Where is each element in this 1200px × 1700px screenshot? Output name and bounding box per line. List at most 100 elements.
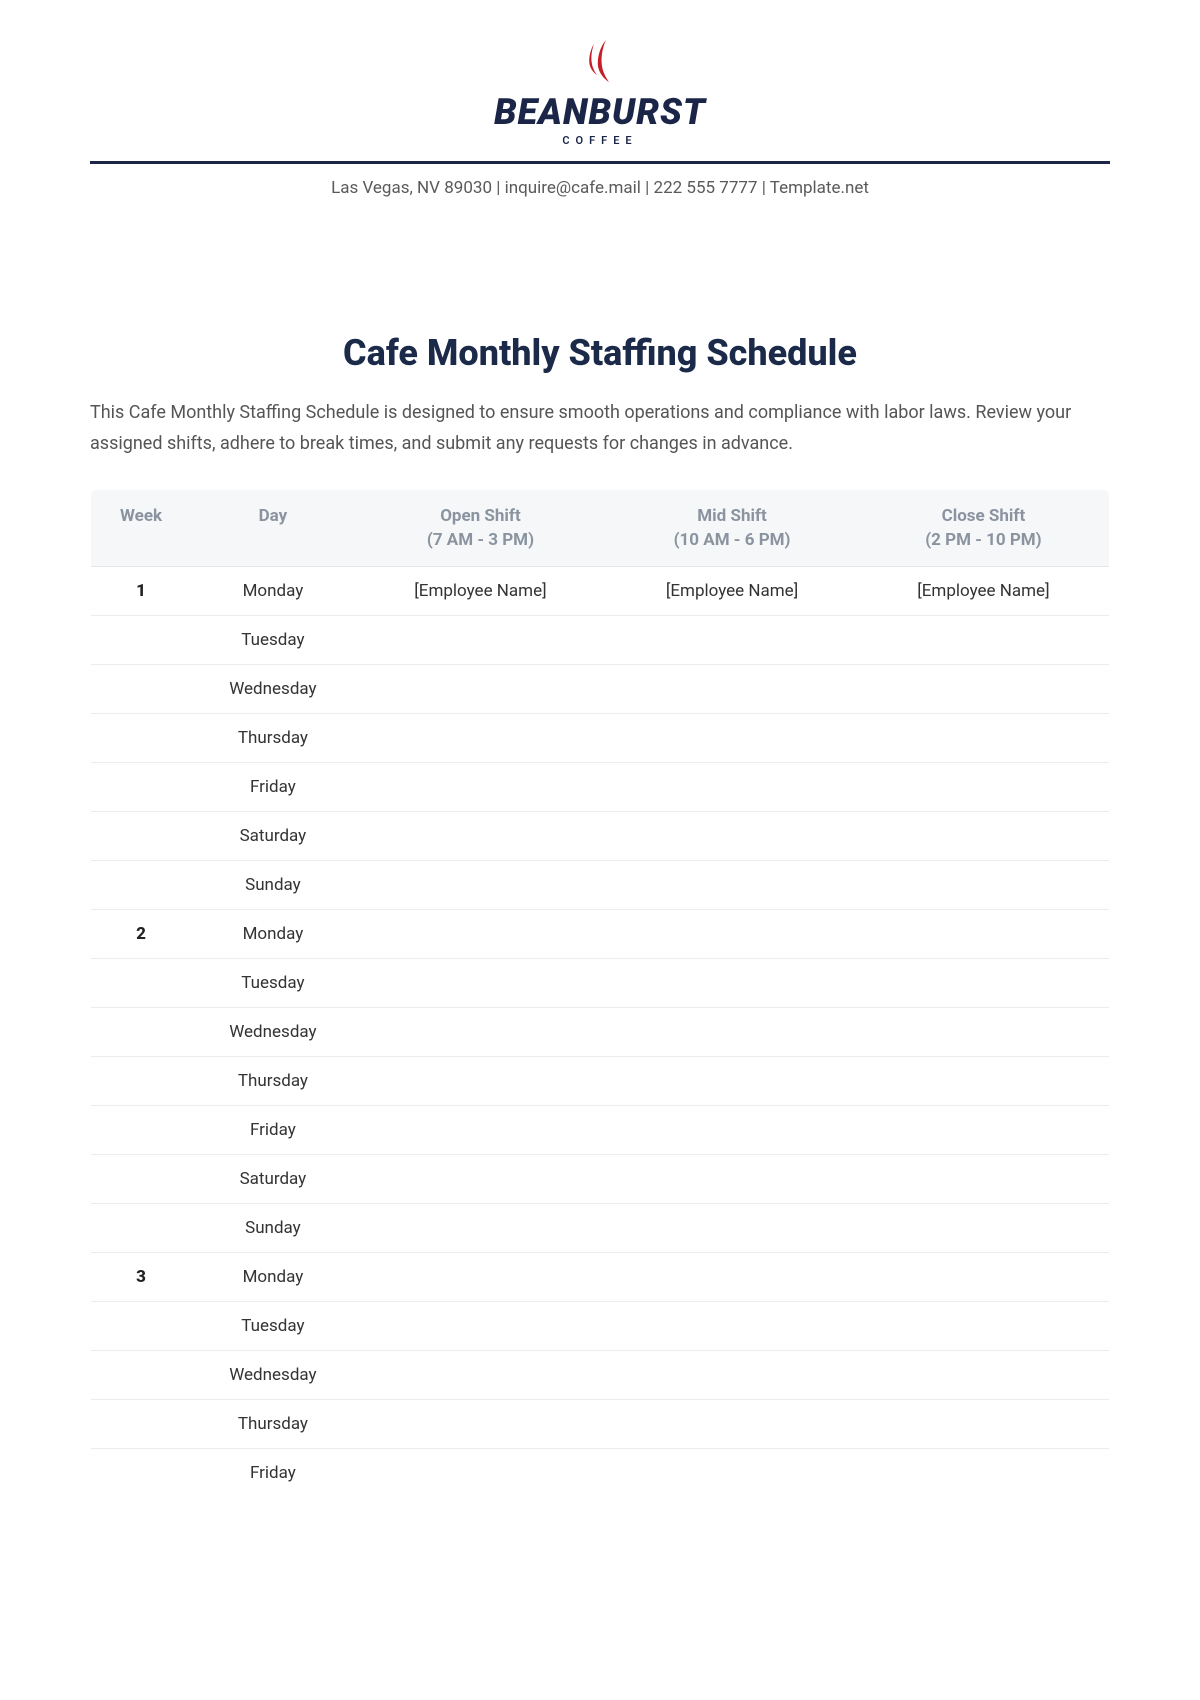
cell-mid-shift [606,714,858,763]
cell-open-shift [355,1057,607,1106]
table-row: Friday [91,1106,1110,1155]
cell-mid-shift [606,959,858,1008]
table-row: Tuesday [91,616,1110,665]
cell-open-shift [355,1449,607,1498]
cell-day: Sunday [191,1204,355,1253]
cell-close-shift [858,959,1110,1008]
cell-week [91,665,192,714]
cell-close-shift [858,1057,1110,1106]
cell-week [91,1106,192,1155]
cell-close-shift [858,1106,1110,1155]
cell-week [91,763,192,812]
cell-week: 1 [91,567,192,616]
cell-open-shift [355,1253,607,1302]
cell-week: 3 [91,1253,192,1302]
brand-subtitle: COFFEE [562,134,637,147]
cell-week [91,1204,192,1253]
cell-open-shift [355,861,607,910]
cell-week: 2 [91,910,192,959]
cell-week [91,959,192,1008]
table-row: Wednesday [91,1008,1110,1057]
content-area: Cafe Monthly Staffing Schedule This Cafe… [90,332,1110,1498]
col-header-day: Day [191,490,355,567]
cell-close-shift [858,910,1110,959]
table-header: Week Day Open Shift (7 AM - 3 PM) Mid Sh… [91,490,1110,567]
col-header-close-sub: (2 PM - 10 PM) [870,530,1097,550]
cell-week [91,1400,192,1449]
table-row: Sunday [91,861,1110,910]
cell-day: Friday [191,1449,355,1498]
cell-day: Tuesday [191,959,355,1008]
cell-mid-shift [606,812,858,861]
document-description: This Cafe Monthly Staffing Schedule is d… [90,398,1110,459]
cell-mid-shift [606,1204,858,1253]
col-header-mid-label: Mid Shift [697,506,767,526]
cell-close-shift [858,1008,1110,1057]
col-header-open-sub: (7 AM - 3 PM) [367,530,595,550]
cell-close-shift [858,1302,1110,1351]
col-header-week: Week [91,490,192,567]
cell-day: Wednesday [191,1351,355,1400]
cell-mid-shift [606,1008,858,1057]
cell-week [91,1302,192,1351]
cell-mid-shift [606,1400,858,1449]
cell-open-shift [355,665,607,714]
cell-day: Sunday [191,861,355,910]
cell-day: Monday [191,1253,355,1302]
table-row: Sunday [91,1204,1110,1253]
cell-day: Wednesday [191,665,355,714]
cell-mid-shift [606,1351,858,1400]
cell-week [91,812,192,861]
cell-open-shift [355,1008,607,1057]
cell-close-shift [858,1155,1110,1204]
cell-week [91,1155,192,1204]
cell-open-shift [355,959,607,1008]
cell-week [91,1449,192,1498]
cell-open-shift [355,1351,607,1400]
table-row: 3Monday [91,1253,1110,1302]
table-row: Saturday [91,812,1110,861]
cell-day: Thursday [191,1400,355,1449]
cell-open-shift: [Employee Name] [355,567,607,616]
table-row: 2Monday [91,910,1110,959]
cell-close-shift [858,1400,1110,1449]
col-header-close-label: Close Shift [942,506,1026,526]
cell-mid-shift [606,1302,858,1351]
brand-logo: BEANBURST COFFEE [90,40,1110,147]
cell-mid-shift [606,1057,858,1106]
cell-close-shift [858,616,1110,665]
cell-week [91,714,192,763]
cell-week [91,1351,192,1400]
cell-day: Monday [191,567,355,616]
cell-mid-shift [606,1449,858,1498]
cell-mid-shift [606,616,858,665]
table-body: 1Monday[Employee Name][Employee Name][Em… [91,567,1110,1498]
cell-close-shift [858,812,1110,861]
cell-week [91,1057,192,1106]
table-row: Thursday [91,1400,1110,1449]
col-header-day-label: Day [259,506,288,526]
cell-open-shift [355,910,607,959]
header-section: BEANBURST COFFEE [90,40,1110,164]
cell-mid-shift [606,861,858,910]
col-header-close: Close Shift (2 PM - 10 PM) [858,490,1110,567]
cell-open-shift [355,1204,607,1253]
cell-close-shift [858,1351,1110,1400]
document-page: BEANBURST COFFEE Las Vegas, NV 89030 | i… [0,0,1200,1498]
table-row: Wednesday [91,665,1110,714]
cell-close-shift [858,763,1110,812]
cell-open-shift [355,812,607,861]
contact-line: Las Vegas, NV 89030 | inquire@cafe.mail … [90,164,1110,212]
cell-mid-shift [606,910,858,959]
cell-open-shift [355,1302,607,1351]
cell-close-shift [858,1253,1110,1302]
col-header-mid-sub: (10 AM - 6 PM) [618,530,846,550]
schedule-table: Week Day Open Shift (7 AM - 3 PM) Mid Sh… [90,489,1110,1498]
cell-day: Tuesday [191,1302,355,1351]
table-row: Thursday [91,1057,1110,1106]
cell-mid-shift [606,1155,858,1204]
cell-day: Friday [191,763,355,812]
table-row: Saturday [91,1155,1110,1204]
table-row: Tuesday [91,1302,1110,1351]
cell-open-shift [355,1106,607,1155]
